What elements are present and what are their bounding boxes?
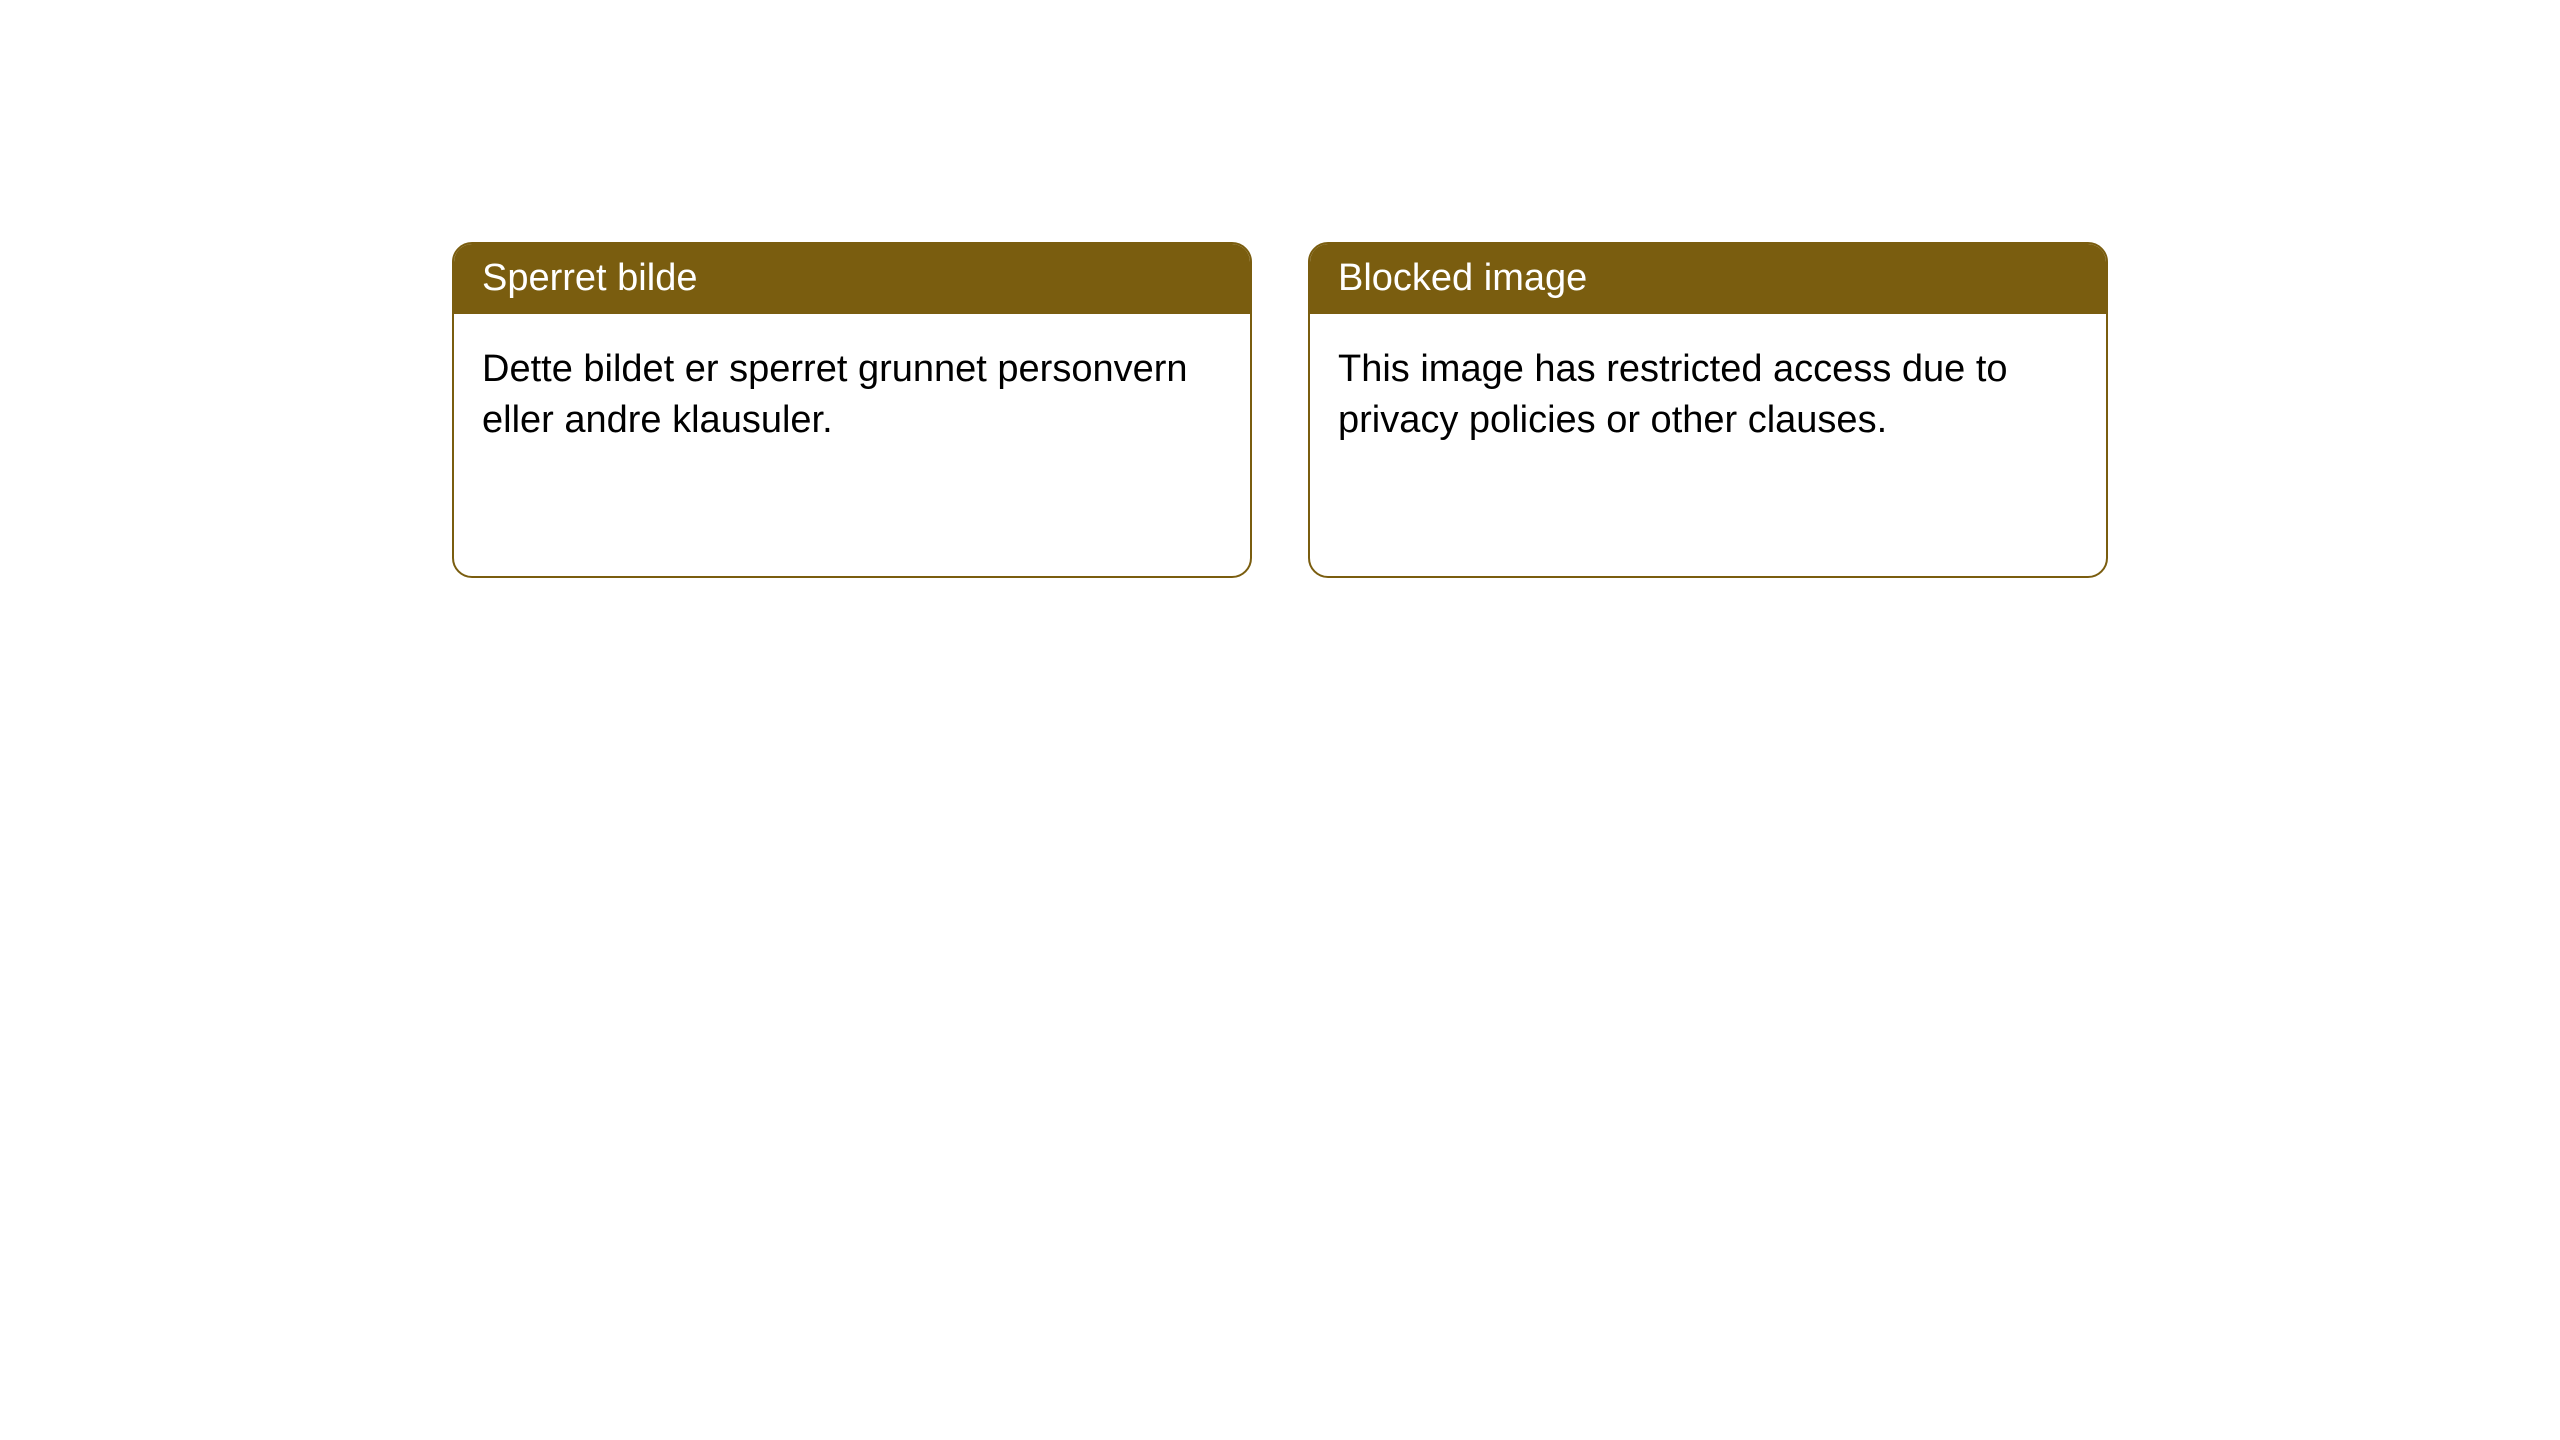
notice-card-body: Dette bildet er sperret grunnet personve…	[454, 314, 1250, 576]
notice-card-body: This image has restricted access due to …	[1310, 314, 2106, 576]
notice-card-english: Blocked image This image has restricted …	[1308, 242, 2108, 578]
notice-card-message: Dette bildet er sperret grunnet personve…	[482, 348, 1188, 441]
notice-card-title: Blocked image	[1338, 257, 1587, 299]
notice-card-header: Sperret bilde	[454, 244, 1250, 314]
notice-card-message: This image has restricted access due to …	[1338, 348, 2008, 441]
notice-card-header: Blocked image	[1310, 244, 2106, 314]
notice-container: Sperret bilde Dette bildet er sperret gr…	[452, 242, 2108, 578]
notice-card-title: Sperret bilde	[482, 257, 697, 299]
notice-card-norwegian: Sperret bilde Dette bildet er sperret gr…	[452, 242, 1252, 578]
